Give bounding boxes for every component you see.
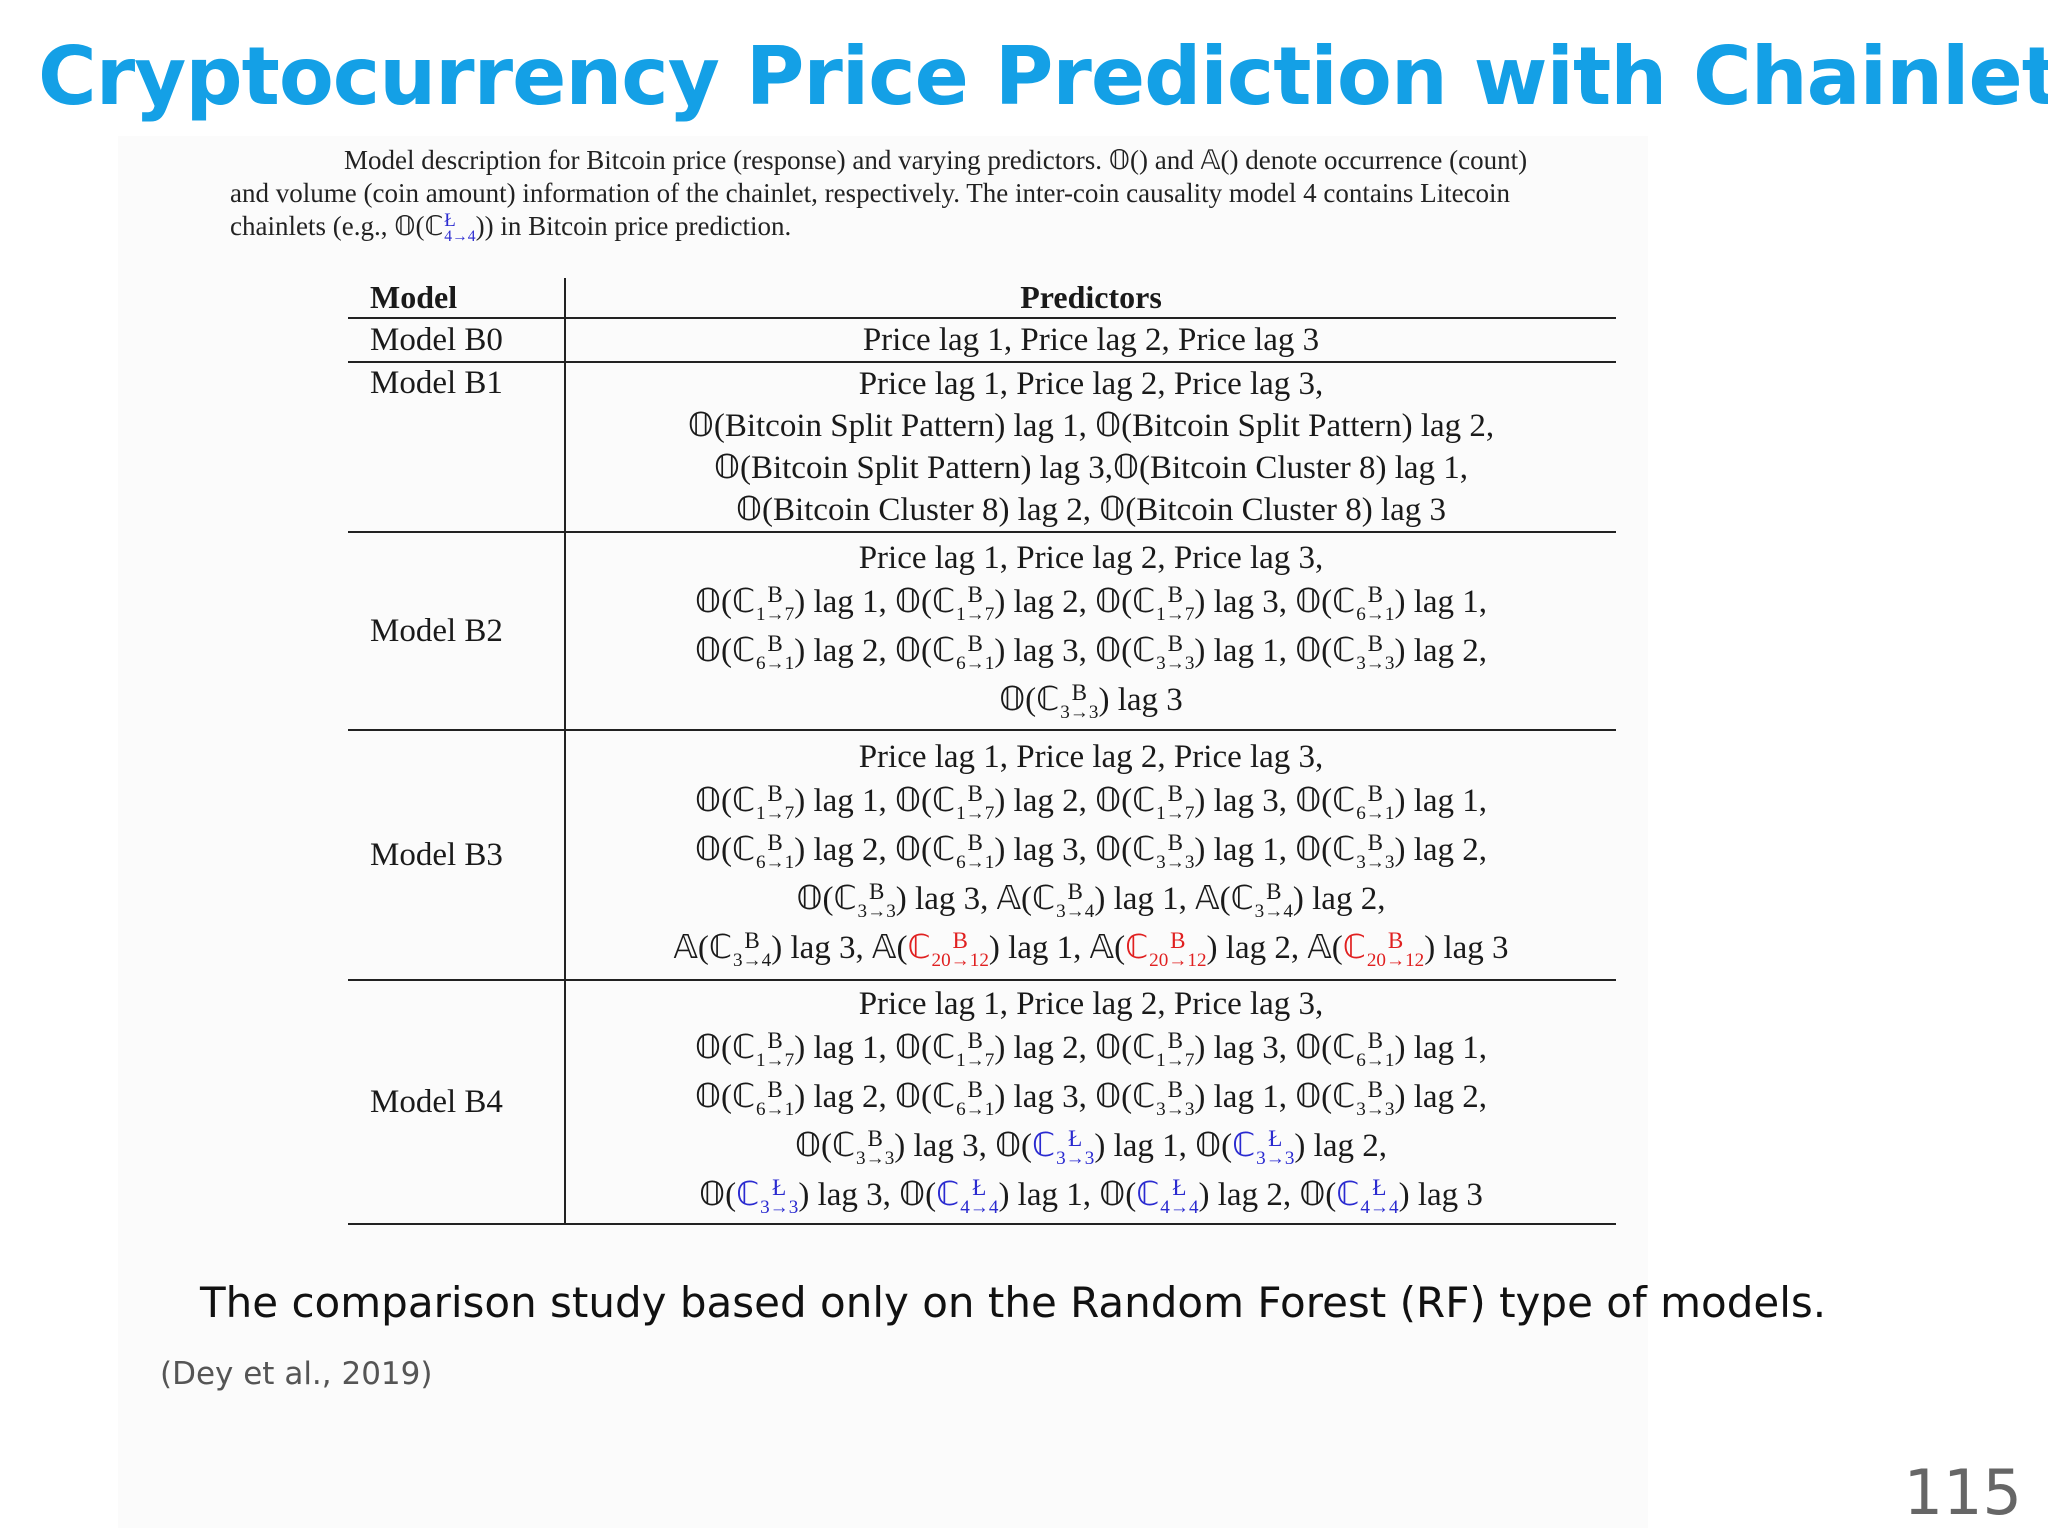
predictor-line: 𝔸(ℂ B 3→4) lag 3, 𝔸(ℂ B 20→12) lag 1, 𝔸(ℂ B 20… <box>673 927 1509 972</box>
header-model: Model <box>348 278 566 318</box>
table-header-row: Model Predictors <box>348 278 1616 318</box>
caption-chainlet: ℂ Ł 4→4 <box>424 210 475 245</box>
predictor-line: 𝕆(Bitcoin Split Pattern) lag 1, 𝕆(Bitcoi… <box>687 408 1495 444</box>
table-caption: Model description for Bitcoin price (res… <box>230 144 1750 245</box>
model-name-cell: Model B0 <box>348 318 566 363</box>
caption-line-3-prefix: chainlets (e.g., 𝕆( <box>230 211 425 241</box>
caption-chainlet-sub: 4→4 <box>444 228 476 246</box>
table-row: Model B2 Price lag 1, Price lag 2, Price … <box>348 532 1616 731</box>
predictor-line: 𝕆(ℂ B 6→1) lag 2, 𝕆(ℂ B 6→1) lag 3, 𝕆(ℂ B 3→3)… <box>694 829 1488 874</box>
predictor-line: 𝕆(ℂ B 6→1) lag 2, 𝕆(ℂ B 6→1) lag 3, 𝕆(ℂ B 3→3)… <box>694 1076 1488 1121</box>
predictor-line: 𝕆(ℂ B 1→7) lag 1, 𝕆(ℂ B 1→7) lag 2, 𝕆(ℂ B 1→7)… <box>694 780 1488 825</box>
predictor-line: 𝕆(Bitcoin Split Pattern) lag 3,𝕆(Bitcoin… <box>713 450 1469 486</box>
model-predictors-table: Model Predictors Model B0 Price lag 1, Pr… <box>348 278 1616 1225</box>
bottom-note: The comparison study based only on the R… <box>200 1278 1827 1327</box>
caption-chainlet-sup: Ł <box>444 210 456 232</box>
table-row: Model B0 Price lag 1, Price lag 2, Price … <box>348 318 1616 363</box>
predictors-cell: Price lag 1, Price lag 2, Price lag 3, 𝕆(… <box>565 980 1616 1225</box>
predictors-cell: Price lag 1, Price lag 2, Price lag 3, 𝕆(… <box>565 362 1616 533</box>
predictor-line: 𝕆(ℂ B 6→1) lag 2, 𝕆(ℂ B 6→1) lag 3, 𝕆(ℂ B 3→3)… <box>694 629 1488 674</box>
predictor-line: Price lag 1, Price lag 2, Price lag 3, <box>858 539 1324 576</box>
predictor-line: Price lag 1, Price lag 2, Price lag 3, <box>858 739 1324 775</box>
predictor-line: 𝕆(ℂ B 3→3) lag 3, 𝕆(ℂ Ł 3→3) lag 1, 𝕆(ℂ Ł 3→3)… <box>795 1125 1387 1170</box>
predictor-line: 𝕆(Bitcoin Cluster 8) lag 2, 𝕆(Bitcoin Cl… <box>735 492 1446 528</box>
table-row: Model B4 Price lag 1, Price lag 2, Price … <box>348 980 1616 1225</box>
model-name-cell: Model B1 <box>348 362 566 533</box>
predictor-line: 𝕆(ℂ B 3→3) lag 3 <box>999 678 1183 723</box>
page-number: 115 <box>1903 1456 2022 1529</box>
predictors-cell: Price lag 1, Price lag 2, Price lag 3, 𝕆(… <box>565 532 1616 731</box>
predictor-line: 𝕆(ℂ Ł 3→3) lag 3, 𝕆(ℂ Ł 4→4) lag 1, 𝕆(ℂ Ł 4→4)… <box>699 1174 1483 1219</box>
table-row: Model B3 Price lag 1, Price lag 2, Price … <box>348 730 1616 981</box>
header-predictors: Predictors <box>1020 279 1162 315</box>
predictors-cell: Price lag 1, Price lag 2, Price lag 3, 𝕆(… <box>565 730 1616 981</box>
predictors-cell: Price lag 1, Price lag 2, Price lag 3 <box>565 318 1616 363</box>
caption-line-3-suffix: )) in Bitcoin price prediction. <box>475 211 792 241</box>
citation: (Dey et al., 2019) <box>160 1356 433 1392</box>
predictor-line: 𝕆(ℂ B 1→7) lag 1, 𝕆(ℂ B 1→7) lag 2, 𝕆(ℂ B 1→7)… <box>694 1027 1488 1072</box>
predictor-line: Price lag 1, Price lag 2, Price lag 3 <box>862 322 1320 358</box>
model-name-cell: Model B2 <box>348 532 566 731</box>
caption-line-1: Model description for Bitcoin price (res… <box>344 145 1528 175</box>
caption-chainlet-symbol: ℂ <box>424 211 444 241</box>
caption-line-3: chainlets (e.g., 𝕆(ℂ Ł 4→4)) in Bitcoin pr… <box>230 210 1750 245</box>
table-row: Model B1 Price lag 1, Price lag 2, Price … <box>348 362 1616 533</box>
model-name-cell: Model B3 <box>348 730 566 981</box>
predictor-line: Price lag 1, Price lag 2, Price lag 3, <box>858 986 1324 1022</box>
predictor-line: 𝕆(ℂ B 1→7) lag 1, 𝕆(ℂ B 1→7) lag 2, 𝕆(ℂ B 1→7)… <box>694 580 1488 625</box>
model-name-cell: Model B4 <box>348 980 566 1225</box>
predictor-line: Price lag 1, Price lag 2, Price lag 3, <box>858 366 1324 402</box>
table-body: Model B0 Price lag 1, Price lag 2, Price … <box>348 318 1616 1225</box>
caption-line-2: and volume (coin amount) information of … <box>230 178 1511 208</box>
predictor-line: 𝕆(ℂ B 3→3) lag 3, 𝔸(ℂ B 3→4) lag 1, 𝔸(ℂ B 3→4)… <box>796 878 1386 923</box>
slide-title: Cryptocurrency Price Prediction with Cha… <box>38 30 2048 123</box>
